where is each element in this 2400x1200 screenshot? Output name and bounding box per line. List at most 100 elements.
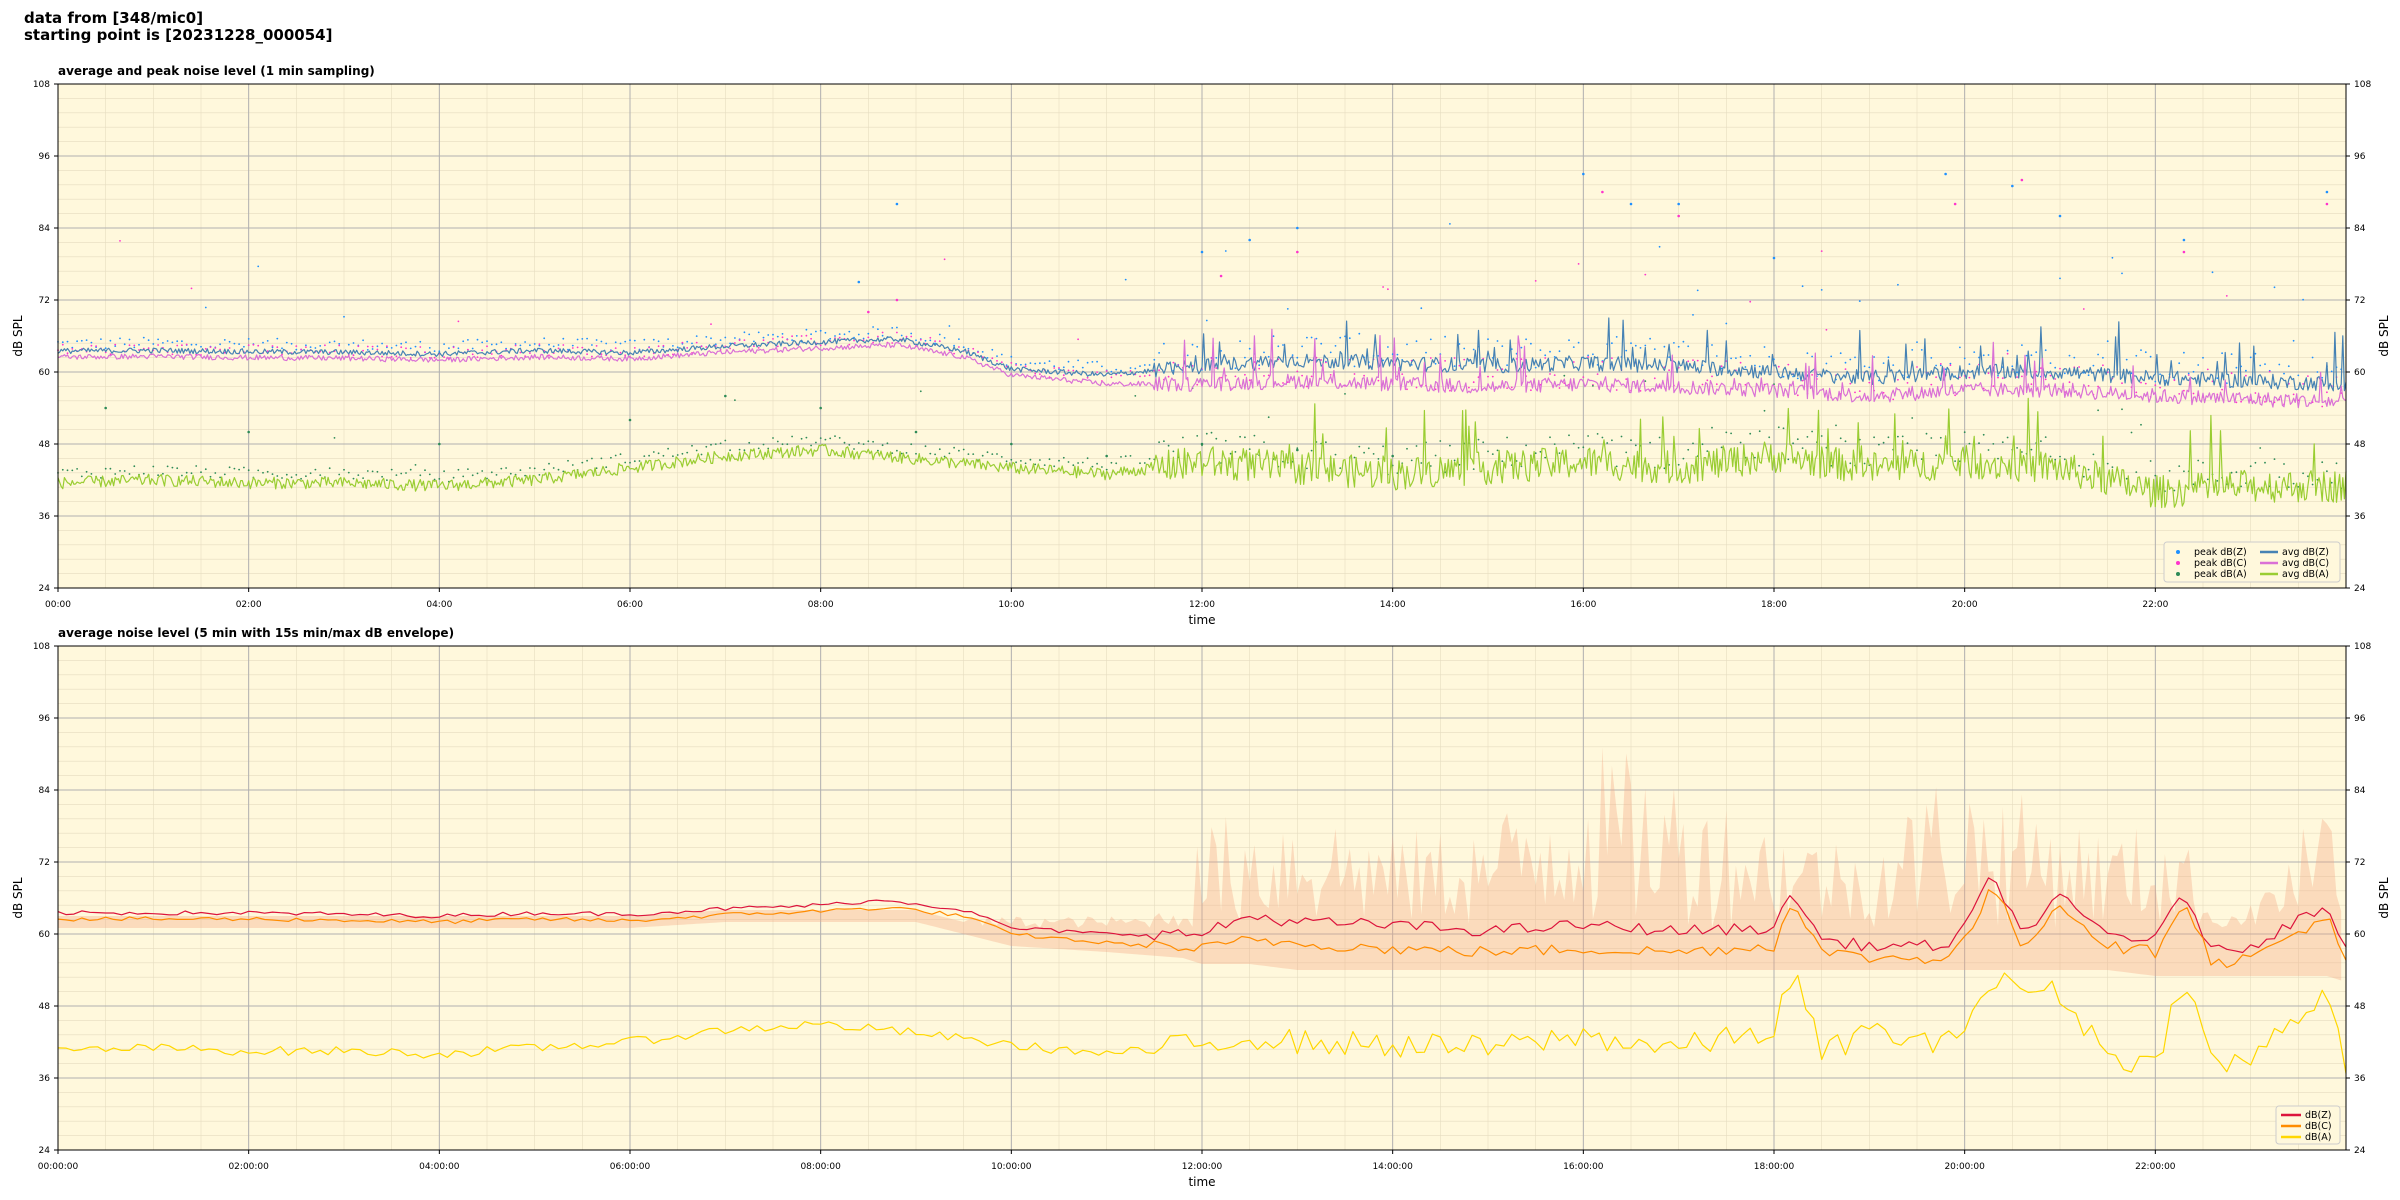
peak-point <box>157 338 160 341</box>
peak-point <box>2092 364 2095 367</box>
peak-point <box>2040 440 2042 442</box>
peak-point <box>1739 356 1742 358</box>
peak-marker <box>867 310 870 314</box>
peak-point <box>2326 391 2328 394</box>
peak-point <box>2135 471 2138 473</box>
peak-point <box>1830 355 1833 358</box>
peak-point <box>257 265 260 268</box>
peak-point <box>571 344 574 347</box>
peak-point <box>1315 337 1318 340</box>
legend-swatch <box>2176 561 2180 565</box>
peak-point <box>714 343 717 346</box>
peak-point <box>781 443 784 446</box>
peak-point <box>2206 478 2209 481</box>
peak-point <box>1224 250 1227 252</box>
peak-point <box>1568 434 1570 437</box>
peak-point <box>162 472 164 475</box>
peak-point <box>1892 364 1895 366</box>
peak-point <box>219 343 222 346</box>
peak-point <box>991 348 994 351</box>
peak-point <box>438 350 441 353</box>
y-tick-label: 108 <box>33 80 50 90</box>
peak-point <box>1434 388 1437 391</box>
peak-point <box>2149 460 2152 462</box>
peak-point <box>214 347 217 349</box>
peak-point <box>986 451 989 454</box>
peak-point <box>676 454 679 456</box>
peak-point <box>881 334 884 337</box>
peak-point <box>557 468 560 471</box>
peak-point <box>1334 453 1337 456</box>
y-tick-label-right: 96 <box>2354 714 2366 724</box>
peak-point <box>209 475 212 478</box>
peak-point <box>595 345 598 347</box>
peak-point <box>834 335 836 337</box>
legend-label: avg dB(C) <box>2282 558 2329 569</box>
peak-point <box>543 468 546 471</box>
peak-point <box>2025 354 2028 357</box>
peak-point <box>2130 372 2133 375</box>
peak-point <box>467 468 469 470</box>
peak-point <box>552 467 555 469</box>
peak-point <box>457 320 460 323</box>
peak-point <box>1306 467 1308 470</box>
peak-point <box>2106 462 2109 465</box>
x-tick-label: 22:00:00 <box>2135 1162 2176 1172</box>
peak-point <box>1415 340 1418 343</box>
peak-point <box>896 326 898 329</box>
peak-point <box>1453 357 1456 359</box>
peak-point <box>2016 447 2018 449</box>
peak-point <box>638 460 641 462</box>
peak-point <box>1048 458 1051 461</box>
peak-point <box>800 437 803 440</box>
peak-point <box>1120 456 1122 458</box>
peak-point <box>938 333 941 336</box>
peak-point <box>314 347 317 349</box>
peak-point <box>2087 385 2090 387</box>
peak-point <box>1572 346 1575 348</box>
peak-point <box>743 339 746 341</box>
peak-point <box>1749 354 1752 357</box>
peak-point <box>1692 314 1694 316</box>
peak-point <box>1096 371 1098 373</box>
source-line: data from [348/mic0] <box>24 9 204 27</box>
peak-marker <box>1582 172 1585 176</box>
peak-point <box>1153 358 1156 361</box>
peak-point <box>529 352 531 354</box>
peak-point <box>719 442 722 445</box>
peak-point <box>738 448 741 451</box>
peak-point <box>2035 351 2038 354</box>
y-tick-label: 24 <box>39 1146 51 1156</box>
peak-point <box>276 475 279 477</box>
peak-point <box>1606 442 1609 444</box>
peak-point <box>1754 456 1756 459</box>
peak-point <box>2321 376 2324 379</box>
peak-point <box>1506 436 1508 439</box>
peak-point <box>486 477 488 480</box>
peak-point <box>233 467 236 470</box>
peak-point <box>2111 466 2114 468</box>
peak-point <box>1348 337 1351 340</box>
peak-point <box>1706 450 1709 452</box>
peak-point <box>1592 353 1594 356</box>
peak-point <box>1773 383 1775 386</box>
peak-point <box>2021 451 2023 453</box>
peak-point <box>1863 462 1866 465</box>
peak-point <box>2125 358 2128 361</box>
peak-point <box>1406 343 1408 346</box>
peak-point <box>1839 437 1842 440</box>
peak-point <box>1382 445 1384 448</box>
peak-point <box>1868 366 1871 369</box>
peak-point <box>1692 359 1694 361</box>
peak-point <box>581 338 584 340</box>
peak-point <box>972 453 975 455</box>
peak-point <box>1129 367 1132 369</box>
peak-point <box>2082 308 2085 310</box>
peak-point <box>290 342 293 345</box>
peak-point <box>591 344 593 346</box>
peak-point <box>996 355 998 357</box>
peak-point <box>1463 347 1466 350</box>
peak-point <box>305 344 307 347</box>
peak-point <box>1472 468 1475 470</box>
peak-point <box>2268 370 2271 373</box>
